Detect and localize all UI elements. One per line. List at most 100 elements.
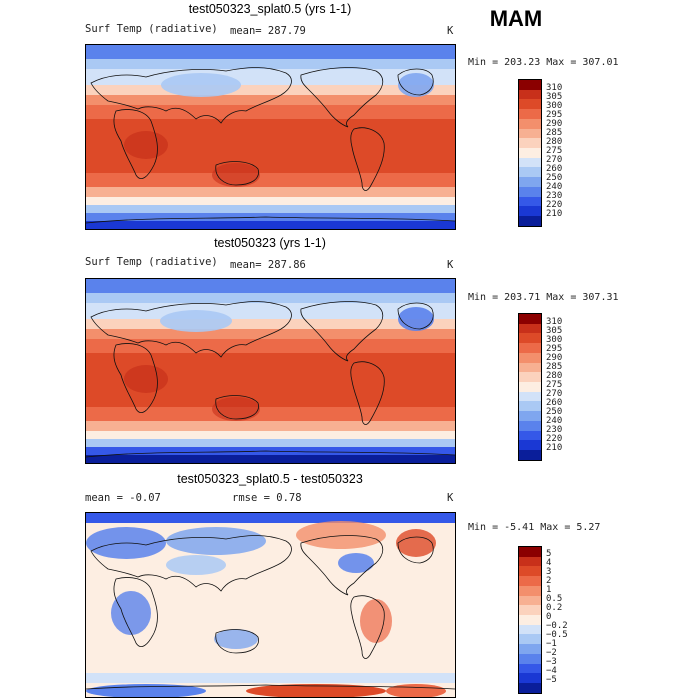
asia-cold-patch <box>160 310 232 332</box>
colorbar-swatch <box>519 314 541 324</box>
colorbar-label: 280 <box>546 137 563 147</box>
coastlines <box>86 535 455 690</box>
colorbar-swatch <box>519 80 541 90</box>
panel-3-min-max: Min = -5.41 Max = 5.27 <box>468 522 601 533</box>
colorbar-label: 1 <box>546 585 552 595</box>
panel-1-mean: mean= 287.79 <box>230 25 306 37</box>
colorbar-swatch <box>519 89 541 100</box>
band-polar-south <box>86 455 455 463</box>
colorbar-label: 210 <box>546 443 563 453</box>
colorbar-label: 250 <box>546 173 563 183</box>
colorbar-label: 285 <box>546 362 563 372</box>
panel-3-colorbar <box>518 546 542 694</box>
colorbar-swatch <box>519 216 541 226</box>
panel-3-colorbar-labels: 5 4 3 2 1 0.5 0.2 0 −0.2 −0.5 −1 −2 −3 −… <box>546 550 568 685</box>
colorbar-swatch <box>519 576 541 586</box>
colorbar-label: 275 <box>546 380 563 390</box>
colorbar-label: −0.5 <box>546 630 568 640</box>
coastlines <box>86 301 455 458</box>
coastlines <box>86 67 455 224</box>
colorbar-swatch <box>519 323 541 334</box>
panel-1-units: K <box>447 25 454 37</box>
colorbar-label: 230 <box>546 191 563 201</box>
colorbar-label: 260 <box>546 398 563 408</box>
band-warm-south <box>86 187 455 197</box>
colorbar-swatch <box>519 673 541 684</box>
colorbar-swatch <box>519 372 541 383</box>
band-hot-south <box>86 407 455 421</box>
colorbar-label: −2 <box>546 648 557 658</box>
panel-2-title: test050323 (yrs 1-1) <box>214 236 326 250</box>
panel-2-map <box>85 278 456 464</box>
band-polar-north <box>86 45 455 59</box>
panel-1-colorbar-labels: 310 305 300 295 290 285 280 275 270 260 … <box>546 84 562 219</box>
africa-cold-patch <box>111 591 151 635</box>
colorbar-swatch <box>519 615 541 625</box>
colorbar-label: 300 <box>546 335 563 345</box>
colorbar-swatch <box>519 177 541 187</box>
band-mild-south <box>86 197 455 205</box>
colorbar-label: 295 <box>546 110 563 120</box>
colorbar-swatch <box>519 566 541 577</box>
colorbar-label: 220 <box>546 434 563 444</box>
us-cold-patch <box>338 553 374 573</box>
colorbar-label: −3 <box>546 657 557 667</box>
band-warm-south <box>86 421 455 431</box>
colorbar-label: 305 <box>546 92 563 102</box>
panel-2-min-max: Min = 203.71 Max = 307.31 <box>468 292 619 303</box>
colorbar-label: 270 <box>546 389 563 399</box>
colorbar-swatch <box>519 420 541 431</box>
band-cold-north <box>86 59 455 69</box>
colorbar-label: 250 <box>546 407 563 417</box>
colorbar-swatch <box>519 138 541 149</box>
colorbar-label: 210 <box>546 209 563 219</box>
colorbar-label: 220 <box>546 200 563 210</box>
colorbar-swatch <box>519 196 541 207</box>
panel-3-map-svg <box>86 513 455 697</box>
colorbar-swatch <box>519 186 541 197</box>
north-america-warm-patch <box>296 521 386 549</box>
asia-cold-patch <box>166 527 266 555</box>
panel-2-variable-label: Surf Temp (radiative) <box>85 256 218 268</box>
colorbar-swatch <box>519 352 541 363</box>
colorbar-label: 295 <box>546 344 563 354</box>
colorbar-swatch <box>519 206 541 217</box>
panel-1-colorbar <box>518 79 542 227</box>
band-mild-north <box>86 85 455 95</box>
southern-ocean-cool-strip <box>86 673 455 683</box>
panel-3-rmse: rmse = 0.78 <box>232 492 302 504</box>
panel-3-mean: mean = -0.07 <box>85 492 161 504</box>
colorbar-swatch <box>519 547 541 557</box>
season-label: MAM <box>489 6 543 31</box>
colorbar-label: 270 <box>546 155 563 165</box>
colorbar-swatch <box>519 556 541 567</box>
band-cool-south <box>86 439 455 447</box>
australia-hot-patch <box>212 163 260 187</box>
south-america-warm-patch <box>360 599 392 643</box>
colorbar-swatch <box>519 157 541 168</box>
panel-1-map-svg <box>86 45 455 229</box>
colorbar-swatch <box>519 343 541 353</box>
colorbar-swatch <box>519 430 541 441</box>
arctic-cold-strip <box>86 513 455 523</box>
colorbar-label: 240 <box>546 416 563 426</box>
band-mild-north <box>86 319 455 329</box>
colorbar-swatch <box>519 148 541 158</box>
panel-2-units: K <box>447 259 454 271</box>
greenland-cold-patch <box>398 307 434 331</box>
colorbar-label: −5 <box>546 675 557 685</box>
colorbar-label: 300 <box>546 101 563 111</box>
band-hot-south <box>86 173 455 187</box>
panel-1-title: test050323_splat0.5 (yrs 1-1) <box>188 2 352 16</box>
colorbar-swatch <box>519 624 541 635</box>
africa-hot-patch <box>124 131 168 159</box>
colorbar-swatch <box>519 644 541 654</box>
panel-2-mean: mean= 287.86 <box>230 259 306 271</box>
colorbar-swatch <box>519 605 541 616</box>
panel-1-variable-label: Surf Temp (radiative) <box>85 23 218 35</box>
panel-1-map <box>85 44 456 230</box>
colorbar-label: 5 <box>546 549 552 559</box>
colorbar-label: 4 <box>546 558 552 568</box>
colorbar-swatch <box>519 653 541 664</box>
australia-hot-patch <box>212 397 260 421</box>
